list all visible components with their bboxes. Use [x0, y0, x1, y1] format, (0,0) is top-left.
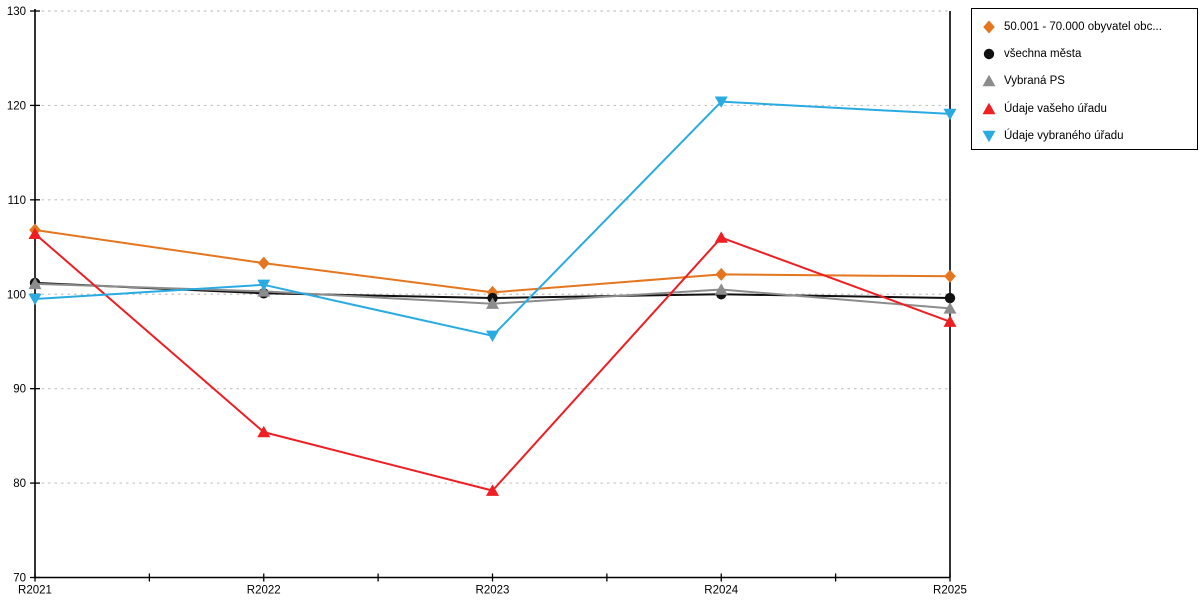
legend-item: Údaje vybraného úřadu [982, 123, 1197, 150]
triangle-up-marker-icon [982, 102, 996, 115]
legend-item: všechna města [982, 40, 1197, 67]
legend-item: Vybraná PS [982, 68, 1197, 95]
legend-label: 50.001 - 70.000 obyvatel obc... [1004, 20, 1162, 33]
legend-item: 50.001 - 70.000 obyvatel obc... [982, 13, 1197, 40]
svg-text:R2025: R2025 [933, 585, 967, 597]
triangle-up-marker-icon [982, 75, 996, 87]
circle-marker-icon [983, 48, 995, 60]
svg-text:100: 100 [7, 289, 26, 301]
legend-item: Údaje vašeho úřadu [982, 95, 1197, 122]
legend-label: všechna města [1004, 48, 1082, 61]
diamond-marker-icon [983, 20, 995, 34]
triangle-down-marker-icon [982, 131, 996, 143]
svg-text:R2023: R2023 [476, 585, 510, 597]
svg-text:R2024: R2024 [704, 585, 738, 597]
svg-text:70: 70 [13, 573, 26, 585]
legend-label: Údaje vybraného úřadu [1004, 130, 1124, 143]
svg-text:R2021: R2021 [18, 585, 52, 597]
svg-text:120: 120 [7, 100, 26, 112]
svg-text:130: 130 [7, 6, 26, 18]
svg-text:110: 110 [8, 195, 26, 207]
svg-text:90: 90 [13, 384, 26, 396]
legend-box: 50.001 - 70.000 obyvatel obc... všechna … [971, 8, 1198, 150]
legend-label: Údaje vašeho úřadu [1004, 102, 1107, 115]
svg-text:R2022: R2022 [247, 585, 281, 597]
svg-text:80: 80 [13, 478, 26, 490]
legend-label: Vybraná PS [1004, 75, 1065, 88]
